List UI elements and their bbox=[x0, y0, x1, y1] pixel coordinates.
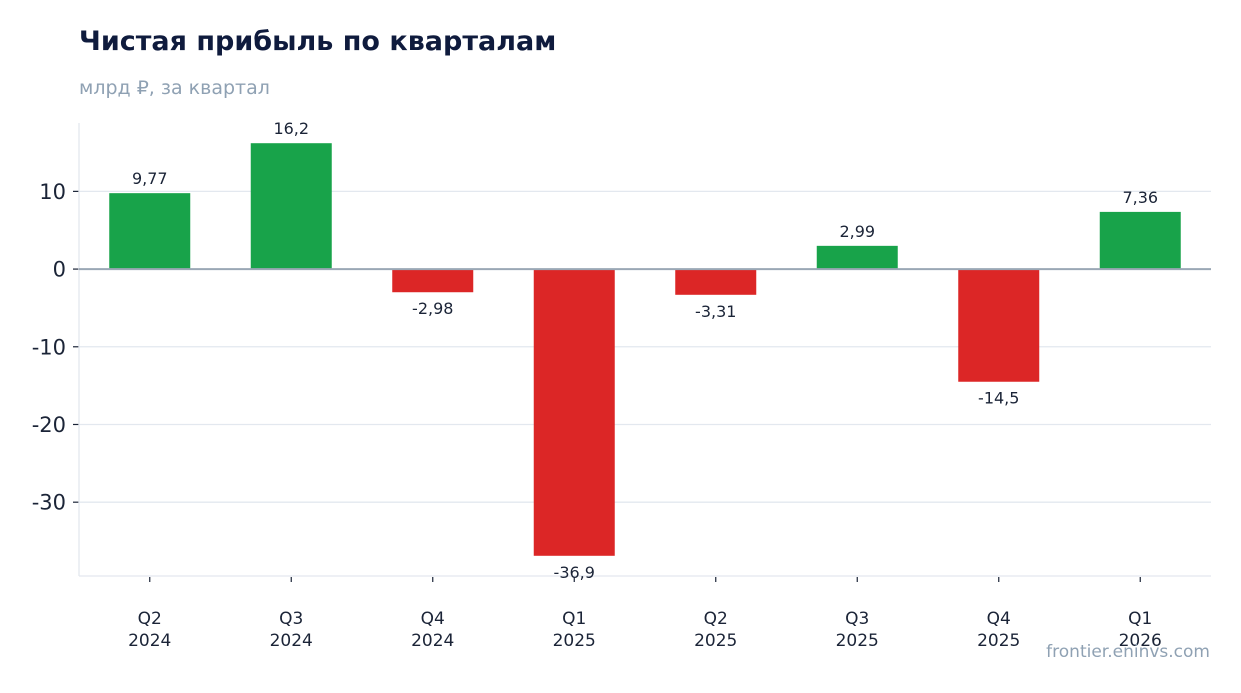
x-tick-label: Q4 2024 bbox=[411, 609, 454, 651]
bar bbox=[675, 269, 757, 295]
x-tick-label: Q1 2026 bbox=[1119, 609, 1162, 651]
chart-title: Чистая прибыль по кварталам bbox=[79, 26, 557, 57]
x-tick-label: Q2 2024 bbox=[128, 609, 171, 651]
x-tick-label: Q1 2025 bbox=[553, 609, 596, 651]
data-label: -14,5 bbox=[978, 389, 1019, 408]
bar bbox=[533, 269, 615, 556]
bar bbox=[392, 269, 474, 293]
x-tick-label: Q3 2025 bbox=[836, 609, 879, 651]
source-watermark: frontier.eninvs.com bbox=[1046, 642, 1210, 662]
data-label: -2,98 bbox=[412, 299, 453, 318]
bar bbox=[958, 269, 1040, 382]
y-tick-label: -10 bbox=[32, 335, 66, 359]
chart-subtitle: млрд ₽, за квартал bbox=[79, 77, 270, 99]
data-label: 7,36 bbox=[1122, 188, 1158, 207]
data-label: -36,9 bbox=[554, 563, 595, 582]
x-tick-label: Q4 2025 bbox=[977, 609, 1020, 651]
y-tick-label: -20 bbox=[32, 413, 66, 437]
bar bbox=[250, 143, 332, 270]
data-label: 16,2 bbox=[273, 119, 309, 138]
bar bbox=[1099, 211, 1181, 270]
data-label: 9,77 bbox=[132, 169, 168, 188]
x-tick-label: Q3 2024 bbox=[270, 609, 313, 651]
data-label: -3,31 bbox=[695, 302, 736, 321]
bar bbox=[109, 193, 191, 270]
data-label: 2,99 bbox=[839, 222, 875, 241]
bar bbox=[816, 245, 898, 270]
y-tick-label: -30 bbox=[32, 491, 66, 515]
y-tick-label: 10 bbox=[39, 180, 66, 204]
y-tick-label: 0 bbox=[53, 258, 66, 282]
x-tick-label: Q2 2025 bbox=[694, 609, 737, 651]
